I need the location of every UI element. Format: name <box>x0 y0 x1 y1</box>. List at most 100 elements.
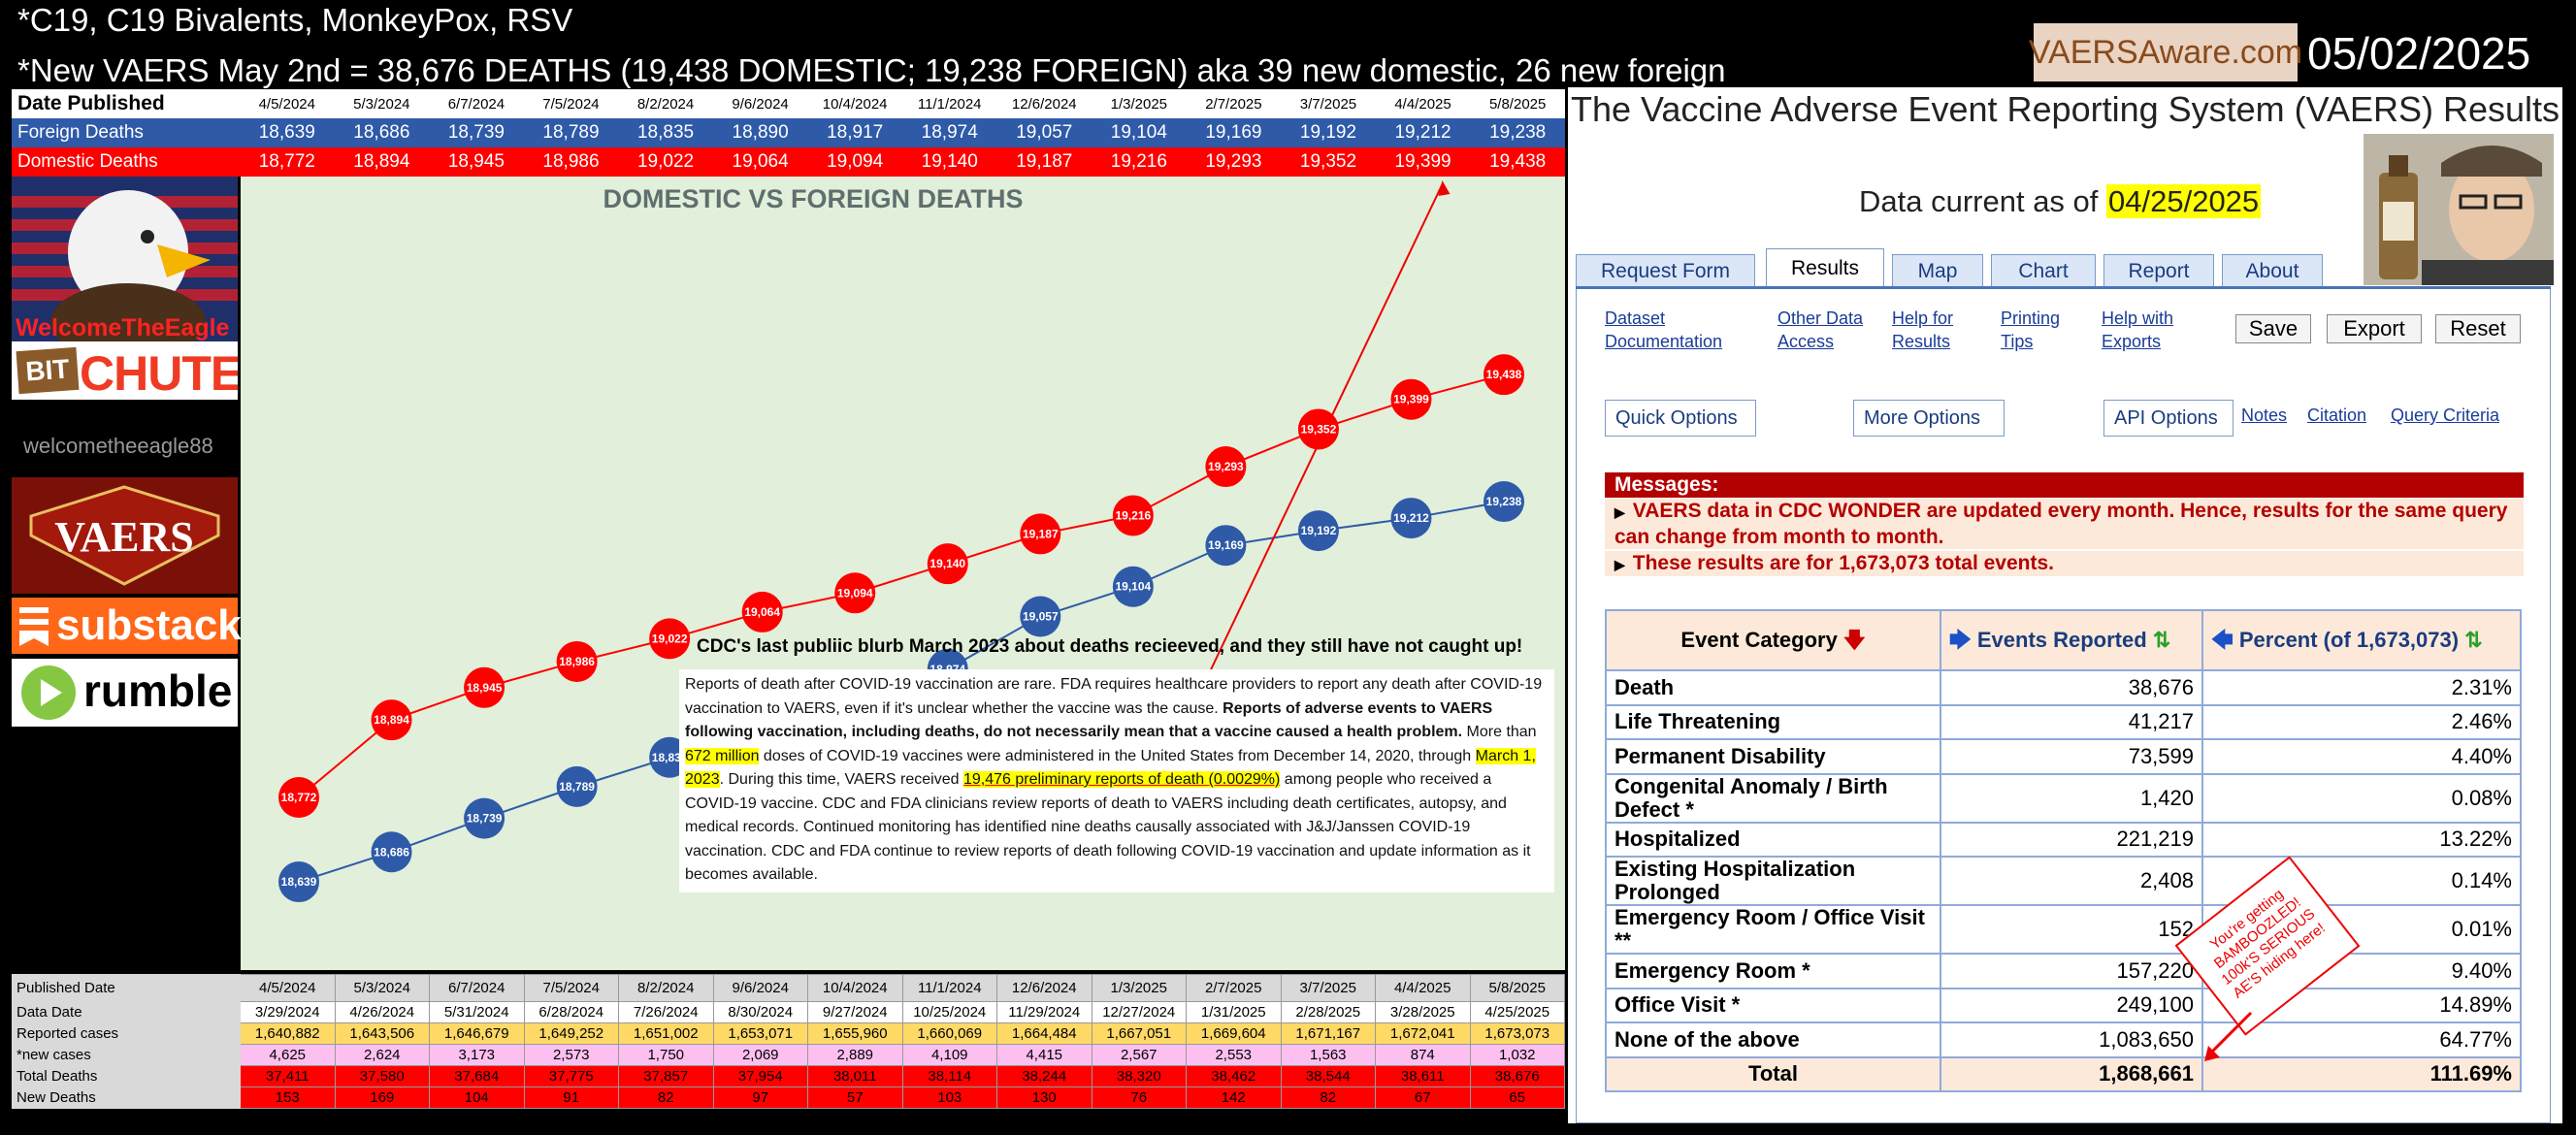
sort-down-icon[interactable]: 🡇 <box>1842 628 1866 652</box>
eagle-caption: WelcomeTheEagle <box>16 314 230 341</box>
api-options-button[interactable]: API Options <box>2103 400 2234 437</box>
domestic-deaths-cell: 19,293 <box>1186 147 1282 177</box>
link-help-for-results[interactable]: Help for Results <box>1892 308 1954 351</box>
blurb-death-reports: 19,476 preliminary reports of death (0.0… <box>962 771 1281 788</box>
results-frame <box>1576 289 2551 1123</box>
reported-cases-cell: 1,640,882 <box>240 1022 336 1045</box>
blurb-p8: . During this time, VAERS received <box>719 771 963 788</box>
header-event-category[interactable]: Event Category 🡇 <box>1605 609 1941 671</box>
domestic-data-label: 19,293 <box>1208 460 1244 473</box>
eagle-logo[interactable]: WelcomeTheEagle <box>12 177 238 341</box>
foreign-data-label: 18,835 <box>652 751 688 764</box>
tab-about[interactable]: About <box>2222 254 2323 287</box>
export-button[interactable]: Export <box>2327 314 2422 343</box>
tab-chart[interactable]: Chart <box>1991 254 2096 287</box>
foreign-data-label: 18,639 <box>281 875 317 889</box>
bitchute-logo[interactable]: BIT CHUTE <box>12 341 238 400</box>
link-query-criteria[interactable]: Query Criteria <box>2391 405 2500 425</box>
data-date-cell: 4/25/2025 <box>1469 1001 1565 1023</box>
events-reported-cell: 1,420 <box>1940 772 2203 824</box>
event-category-cell: Hospitalized <box>1605 821 1941 858</box>
published-date-cell: 7/5/2024 <box>523 974 619 1002</box>
header-percent[interactable]: 🡄 Percent (of 1,673,073) ⇅ <box>2201 609 2522 671</box>
save-button[interactable]: Save <box>2235 314 2311 343</box>
blurb-p3: Reports of adverse events to VAERS follo… <box>685 699 1493 741</box>
total-deaths-cell: 38,114 <box>901 1065 997 1087</box>
date-published-cell: 5/8/2025 <box>1470 89 1565 118</box>
foreign-point <box>1112 566 1154 607</box>
foreign-deaths-row: Foreign Deaths 18,639 18,686 18,739 18,789 1… <box>12 118 1565 147</box>
blurb-p6: doses of COVID-19 vaccines were administ… <box>759 747 1476 764</box>
more-options-button[interactable]: More Options <box>1853 400 2005 437</box>
event-category-cell: Death <box>1605 669 1941 706</box>
event-category-table: Event Category 🡇 🡆 Events Reported ⇅ 🡄 P… <box>1605 609 2522 1092</box>
quick-options-button[interactable]: Quick Options <box>1605 400 1756 437</box>
total-deaths-cell: 37,684 <box>429 1065 525 1087</box>
link-citation[interactable]: Citation <box>2307 405 2367 425</box>
link-other-data-access[interactable]: Other Data Access <box>1777 308 1864 351</box>
foreign-data-label: 19,104 <box>1115 580 1151 594</box>
header-event-category-label: Event Category <box>1680 628 1838 652</box>
tab-results[interactable]: Results <box>1766 248 1884 287</box>
portrait-icon <box>2364 134 2554 285</box>
top-deaths-table: Date Published 4/5/2024 5/3/2024 6/7/2024 7… <box>12 89 1565 177</box>
new-deaths-cell: 82 <box>618 1086 714 1109</box>
foreign-deaths-cell: 19,212 <box>1375 118 1471 147</box>
domestic-point <box>1297 408 1339 450</box>
event-category-cell: Permanent Disability <box>1605 738 1941 775</box>
rumble-logo[interactable]: rumble <box>12 659 238 727</box>
foreign-deaths-cell: 18,890 <box>712 118 808 147</box>
published-date-cell: 3/7/2025 <box>1280 974 1376 1002</box>
total-deaths-cell: 37,580 <box>334 1065 430 1087</box>
foreign-data-label: 19,057 <box>1023 609 1059 623</box>
published-date-cell: 4/4/2025 <box>1375 974 1471 1002</box>
domestic-deaths-cell: 18,894 <box>334 147 430 177</box>
domestic-point <box>927 543 968 585</box>
sort-arrows-icon[interactable]: ⇅ <box>2464 628 2483 652</box>
new-cases-cell: 2,567 <box>1091 1044 1187 1066</box>
domestic-point <box>1020 513 1061 555</box>
tab-map[interactable]: Map <box>1892 254 1983 287</box>
total-deaths-cell: 38,676 <box>1469 1065 1565 1087</box>
tab-report[interactable]: Report <box>2103 254 2214 287</box>
tab-request-form[interactable]: Request Form <box>1576 254 1755 287</box>
header-line-1: *C19, C19 Bivalents, MonkeyPox, RSV <box>17 2 573 38</box>
total-deaths-label: Total Deaths <box>12 1065 241 1087</box>
brand-logo[interactable]: VAERSAware.com <box>2029 23 2302 81</box>
vaers-logo[interactable]: VAERS <box>12 477 238 594</box>
foreign-deaths-cell: 18,739 <box>429 118 524 147</box>
table-row: Congenital Anomaly / Birth Defect * 1,420… <box>1605 772 2522 824</box>
event-category-cell: Office Visit * <box>1605 987 1941 1023</box>
link-dataset-documentation[interactable]: Dataset Documentation <box>1605 308 1723 351</box>
data-current-prefix: Data current as of <box>1859 184 2107 218</box>
domestic-data-label: 18,894 <box>374 713 409 727</box>
reported-cases-cell: 1,660,069 <box>901 1022 997 1045</box>
published-date-cell: 9/6/2024 <box>712 974 808 1002</box>
new-cases-cell: 1,563 <box>1280 1044 1376 1066</box>
percent-cell: 0.08% <box>2201 772 2522 824</box>
date-published-row: Date Published 4/5/2024 5/3/2024 6/7/2024 7… <box>12 89 1565 118</box>
data-date-cell: 1/31/2025 <box>1186 1001 1282 1023</box>
reported-cases-cell: 1,655,960 <box>807 1022 903 1045</box>
percent-cell: 4.40% <box>2201 738 2522 775</box>
date-published-cell: 5/3/2024 <box>334 89 430 118</box>
reset-button[interactable]: Reset <box>2435 314 2521 343</box>
link-notes[interactable]: Notes <box>2241 405 2288 425</box>
events-reported-cell: 1,083,650 <box>1940 1022 2203 1058</box>
header-events-reported[interactable]: 🡆 Events Reported ⇅ <box>1940 609 2203 671</box>
foreign-deaths-cell: 19,104 <box>1092 118 1187 147</box>
new-cases-cell: 2,069 <box>712 1044 808 1066</box>
domestic-deaths-cell: 19,094 <box>807 147 902 177</box>
foreign-point <box>1484 481 1524 523</box>
rumble-play-icon <box>21 665 76 720</box>
foreign-data-label: 19,238 <box>1486 495 1522 508</box>
published-date-cell: 11/1/2024 <box>901 974 997 1002</box>
data-date-row: Data Date 3/29/2024 4/26/2024 5/31/2024 6/28… <box>12 1001 1565 1023</box>
bitchute-text: CHUTE <box>80 346 238 400</box>
link-help-with-exports[interactable]: Help with Exports <box>2102 308 2174 351</box>
substack-logo[interactable]: substack <box>12 598 242 654</box>
domestic-data-label: 19,064 <box>744 605 780 619</box>
foreign-data-label: 19,212 <box>1393 511 1429 525</box>
sort-arrows-icon[interactable]: ⇅ <box>2152 628 2171 652</box>
link-printing-tips[interactable]: Printing Tips <box>2001 308 2061 351</box>
